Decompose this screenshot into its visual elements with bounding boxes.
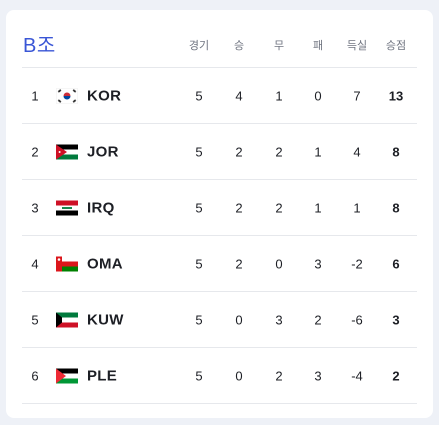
rank: 3 bbox=[31, 200, 39, 216]
goal-diff: -2 bbox=[351, 256, 363, 272]
group-standings-card: B조 경기 승 무 패 득실 승점 1 KOR 5 4 1 0 7 bbox=[6, 10, 433, 418]
lost: 1 bbox=[314, 200, 322, 216]
jordan-flag-icon bbox=[56, 144, 78, 160]
rank: 2 bbox=[31, 144, 39, 160]
won: 2 bbox=[235, 256, 243, 272]
header-lost: 패 bbox=[312, 40, 324, 52]
row-divider bbox=[22, 403, 417, 404]
lost: 3 bbox=[314, 256, 322, 272]
won: 4 bbox=[235, 88, 243, 104]
table-row[interactable]: 4 OMA 5 2 0 3 -2 6 bbox=[6, 236, 433, 292]
goal-diff: 4 bbox=[353, 144, 361, 160]
played: 5 bbox=[195, 200, 203, 216]
header-goal-diff: 득실 bbox=[346, 40, 368, 52]
won: 2 bbox=[235, 200, 243, 216]
row-divider bbox=[22, 235, 417, 236]
header-divider bbox=[22, 67, 417, 68]
played: 5 bbox=[195, 368, 203, 384]
lost: 2 bbox=[314, 312, 322, 328]
played: 5 bbox=[195, 88, 203, 104]
group-title: B조 bbox=[23, 35, 56, 57]
lost: 1 bbox=[314, 144, 322, 160]
played: 5 bbox=[195, 144, 203, 160]
draw: 2 bbox=[275, 368, 283, 384]
header-won: 승 bbox=[233, 40, 245, 52]
rank: 5 bbox=[31, 312, 39, 328]
points: 8 bbox=[392, 144, 400, 160]
draw: 2 bbox=[275, 200, 283, 216]
goal-diff: -4 bbox=[351, 368, 363, 384]
table-row[interactable]: 1 KOR 5 4 1 0 7 13 bbox=[6, 68, 433, 124]
iraq-flag-icon bbox=[56, 200, 78, 216]
lost: 3 bbox=[314, 368, 322, 384]
table-row[interactable]: 6 PLE 5 0 2 3 -4 2 bbox=[6, 348, 433, 404]
goal-diff: -6 bbox=[351, 312, 363, 328]
played: 5 bbox=[195, 256, 203, 272]
team-name: KUW bbox=[87, 311, 124, 329]
table-row[interactable]: 5 KUW 5 0 3 2 -6 3 bbox=[6, 292, 433, 348]
header-points: 승점 bbox=[385, 40, 407, 52]
row-divider bbox=[22, 291, 417, 292]
header-draw: 무 bbox=[273, 40, 285, 52]
row-divider bbox=[22, 179, 417, 180]
team-name: KOR bbox=[87, 87, 122, 105]
team-name: PLE bbox=[87, 367, 118, 385]
points: 8 bbox=[392, 200, 400, 216]
goal-diff: 7 bbox=[353, 88, 361, 104]
points: 13 bbox=[388, 88, 404, 104]
points: 3 bbox=[392, 312, 400, 328]
won: 0 bbox=[235, 368, 243, 384]
goal-diff: 1 bbox=[353, 200, 361, 216]
team-name: JOR bbox=[87, 143, 119, 161]
row-divider bbox=[22, 123, 417, 124]
table-row[interactable]: 2 JOR 5 2 2 1 4 8 bbox=[6, 124, 433, 180]
draw: 3 bbox=[275, 312, 283, 328]
korea-flag-icon bbox=[56, 88, 78, 104]
won: 0 bbox=[235, 312, 243, 328]
team-name: OMA bbox=[87, 255, 123, 273]
points: 2 bbox=[392, 368, 400, 384]
lost: 0 bbox=[314, 88, 322, 104]
row-divider bbox=[22, 347, 417, 348]
team-name: IRQ bbox=[87, 199, 115, 217]
oman-flag-icon bbox=[56, 256, 78, 272]
played: 5 bbox=[195, 312, 203, 328]
points: 6 bbox=[392, 256, 400, 272]
rank: 6 bbox=[31, 368, 39, 384]
draw: 1 bbox=[275, 88, 283, 104]
draw: 2 bbox=[275, 144, 283, 160]
table-row[interactable]: 3 IRQ 5 2 2 1 1 8 bbox=[6, 180, 433, 236]
palestine-flag-icon bbox=[56, 368, 78, 384]
rank: 4 bbox=[31, 256, 39, 272]
won: 2 bbox=[235, 144, 243, 160]
kuwait-flag-icon bbox=[56, 312, 78, 328]
rank: 1 bbox=[31, 88, 39, 104]
draw: 0 bbox=[275, 256, 283, 272]
header-played: 경기 bbox=[188, 40, 210, 52]
